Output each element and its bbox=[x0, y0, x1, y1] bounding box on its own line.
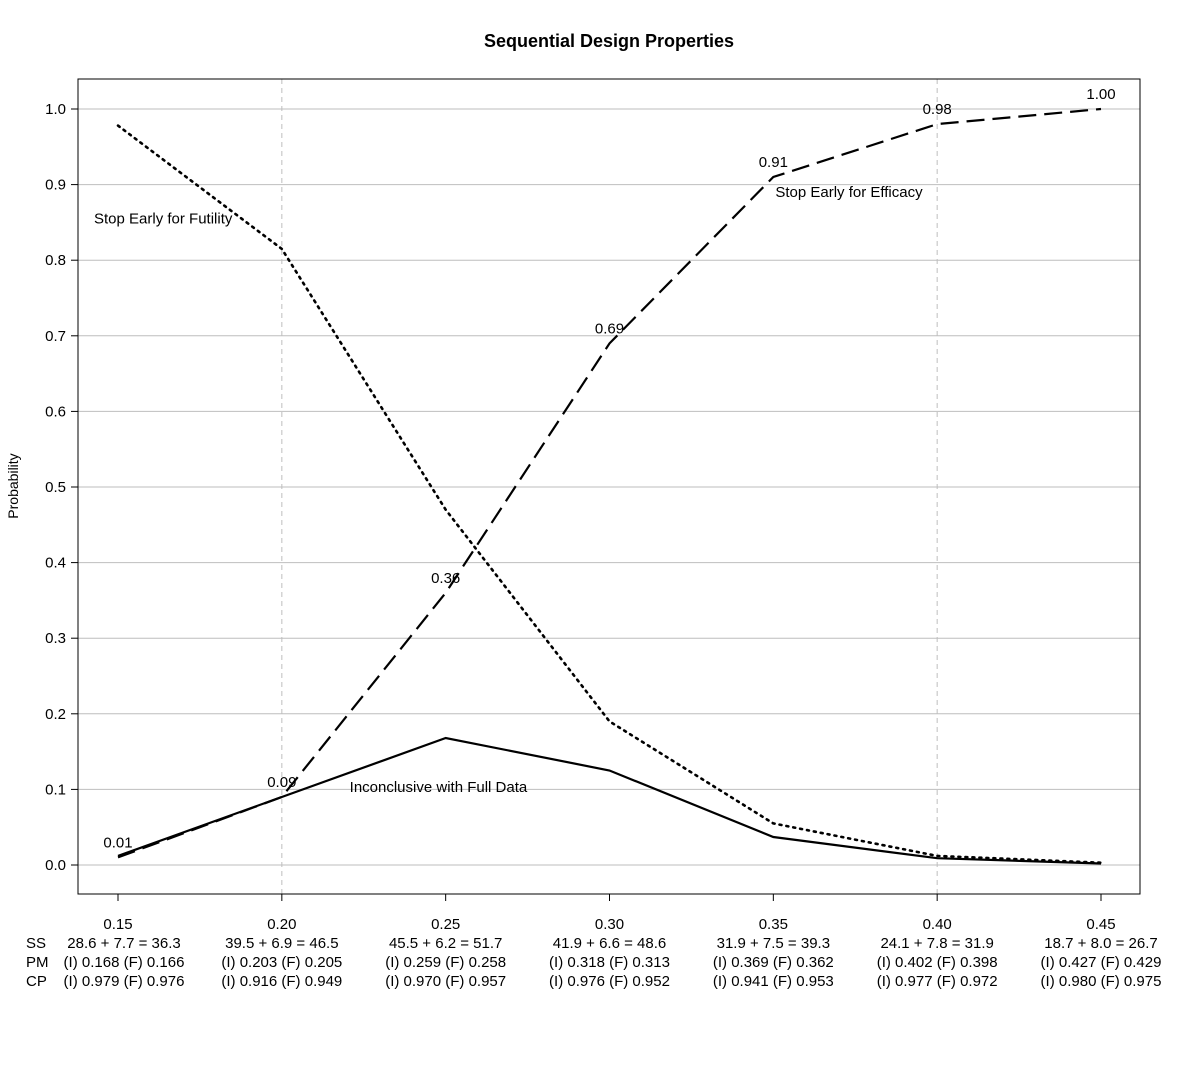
point-label: 0.01 bbox=[103, 834, 132, 851]
x-tick-label: 0.30 bbox=[595, 916, 624, 933]
point-label: 0.36 bbox=[431, 570, 460, 587]
table-cell-ss: 39.5 + 6.9 = 46.5 bbox=[225, 935, 338, 952]
x-tick-label: 0.20 bbox=[267, 916, 296, 933]
annotation-label: Stop Early for Efficacy bbox=[775, 184, 923, 201]
y-tick-label: 0.8 bbox=[45, 252, 66, 269]
row-label-cp: CP bbox=[26, 973, 47, 990]
y-tick-label: 1.0 bbox=[45, 101, 66, 118]
table-cell-ss: 45.5 + 6.2 = 51.7 bbox=[389, 935, 502, 952]
table-cell-cp: (I) 0.916 (F) 0.949 bbox=[221, 973, 342, 990]
chart-title: Sequential Design Properties bbox=[484, 31, 734, 51]
label-layer: 0.01 0.09 0.36 0.69 0.91 0.98 1.00 bbox=[103, 86, 1115, 851]
y-tick-label: 0.1 bbox=[45, 781, 66, 798]
x-tick-label: 0.45 bbox=[1086, 916, 1115, 933]
table-cell-pm: (I) 0.168 (F) 0.166 bbox=[64, 954, 185, 971]
series-layer bbox=[116, 107, 1103, 865]
x-tick-label: 0.25 bbox=[431, 916, 460, 933]
y-tick-label: 0.6 bbox=[45, 403, 66, 420]
table-cell-ss: 41.9 + 6.6 = 48.6 bbox=[553, 935, 666, 952]
point-label: 1.00 bbox=[1086, 86, 1115, 103]
annotation-label: Inconclusive with Full Data bbox=[350, 779, 528, 796]
axis-layer: 0.0 0.1 0.2 0.3 0.4 0.5 0.6 0.7 0.8 0.9 1.0 0.15 0.2… bbox=[45, 101, 1115, 933]
table-cell-ss: 28.6 + 7.7 = 36.3 bbox=[67, 935, 180, 952]
table-cell-ss: 18.7 + 8.0 = 26.7 bbox=[1044, 935, 1157, 952]
point-label: 0.09 bbox=[267, 774, 296, 791]
series-line-dashed bbox=[117, 107, 1102, 859]
table-cell-cp: (I) 0.970 (F) 0.957 bbox=[385, 973, 506, 990]
y-tick-label: 0.9 bbox=[45, 177, 66, 194]
y-tick-label: 0.2 bbox=[45, 706, 66, 723]
y-tick-label: 0.4 bbox=[45, 555, 66, 572]
info-table: SS PM CP 28.6 + 7.7 = 36.3 (I) 0.168 (F) 0.1… bbox=[26, 935, 1161, 990]
y-tick-label: 0.7 bbox=[45, 328, 66, 345]
table-cell-pm: (I) 0.369 (F) 0.362 bbox=[713, 954, 834, 971]
point-label: 0.98 bbox=[923, 101, 952, 118]
annotation-layer: Stop Early for Futility Stop Early for Ef… bbox=[94, 184, 923, 796]
table-cell-cp: (I) 0.976 (F) 0.952 bbox=[549, 973, 670, 990]
table-cell-cp: (I) 0.941 (F) 0.953 bbox=[713, 973, 834, 990]
y-axis-label: Probability bbox=[5, 453, 21, 518]
table-cell-ss: 31.9 + 7.5 = 39.3 bbox=[717, 935, 830, 952]
row-label-pm: PM bbox=[26, 954, 49, 971]
table-cell-pm: (I) 0.259 (F) 0.258 bbox=[385, 954, 506, 971]
series-line-dotted bbox=[116, 124, 1103, 865]
x-tick-label: 0.35 bbox=[759, 916, 788, 933]
annotation-label: Stop Early for Futility bbox=[94, 211, 233, 228]
y-tick-label: 0.5 bbox=[45, 479, 66, 496]
table-cell-cp: (I) 0.977 (F) 0.972 bbox=[877, 973, 998, 990]
y-tick-label: 0.0 bbox=[45, 857, 66, 874]
point-label: 0.69 bbox=[595, 320, 624, 337]
table-cell-pm: (I) 0.318 (F) 0.313 bbox=[549, 954, 670, 971]
table-cell-cp: (I) 0.980 (F) 0.975 bbox=[1041, 973, 1162, 990]
x-tick-label: 0.40 bbox=[923, 916, 952, 933]
series-line-solid bbox=[117, 736, 1102, 865]
x-tick-label: 0.15 bbox=[103, 916, 132, 933]
point-label: 0.91 bbox=[759, 154, 788, 171]
table-cell-pm: (I) 0.427 (F) 0.429 bbox=[1041, 954, 1162, 971]
table-cell-cp: (I) 0.979 (F) 0.976 bbox=[64, 973, 185, 990]
table-cell-pm: (I) 0.203 (F) 0.205 bbox=[221, 954, 342, 971]
row-label-ss: SS bbox=[26, 935, 46, 952]
table-cell-pm: (I) 0.402 (F) 0.398 bbox=[877, 954, 998, 971]
table-cell-ss: 24.1 + 7.8 = 31.9 bbox=[880, 935, 993, 952]
y-tick-label: 0.3 bbox=[45, 630, 66, 647]
grid-layer bbox=[78, 79, 1140, 894]
